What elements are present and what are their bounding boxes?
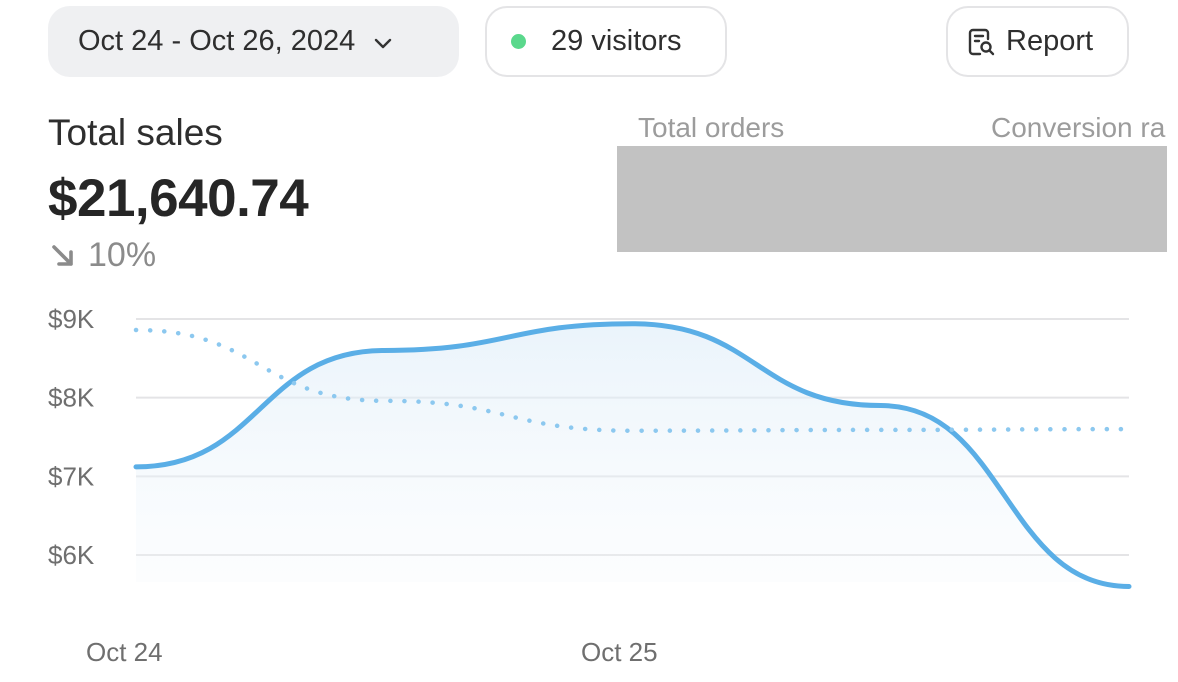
live-visitors-button[interactable]: 29 visitors bbox=[485, 6, 727, 77]
tab-conversion-rate[interactable]: Conversion ra bbox=[991, 112, 1166, 143]
y-tick-label: $9K bbox=[48, 304, 95, 334]
sales-change: 10% bbox=[48, 236, 156, 275]
sales-series-line bbox=[133, 321, 1132, 589]
date-range-label: Oct 24 - Oct 26, 2024 bbox=[78, 25, 356, 57]
total-sales-title: Total sales bbox=[48, 112, 223, 153]
total-sales-value: $21,640.74 bbox=[48, 169, 309, 228]
x-tick-label: Oct 24 bbox=[86, 637, 163, 667]
date-range-picker[interactable]: Oct 24 - Oct 26, 2024 bbox=[48, 6, 459, 77]
redacted-area bbox=[617, 146, 1167, 252]
report-label: Report bbox=[1006, 25, 1094, 57]
sales-chart-svg: $9K $8K $7K $6K Oct 24 Oct 25 bbox=[48, 304, 1132, 667]
tab-total-orders[interactable]: Total orders bbox=[638, 112, 785, 143]
sales-change-value: 10% bbox=[88, 236, 157, 274]
arrow-down-right-icon bbox=[52, 244, 73, 266]
y-tick-label: $7K bbox=[48, 461, 95, 491]
sales-chart: $9K $8K $7K $6K Oct 24 Oct 25 bbox=[0, 290, 1178, 682]
visitors-label: 29 visitors bbox=[551, 25, 682, 57]
y-tick-label: $8K bbox=[48, 383, 95, 413]
report-button[interactable]: Report bbox=[946, 6, 1129, 77]
report-search-icon bbox=[966, 27, 996, 57]
chevron-down-icon bbox=[371, 30, 395, 54]
y-tick-label: $6K bbox=[48, 540, 95, 570]
sales-area-fill bbox=[136, 323, 1129, 587]
live-status-dot bbox=[511, 34, 526, 49]
x-tick-label: Oct 25 bbox=[581, 637, 658, 667]
